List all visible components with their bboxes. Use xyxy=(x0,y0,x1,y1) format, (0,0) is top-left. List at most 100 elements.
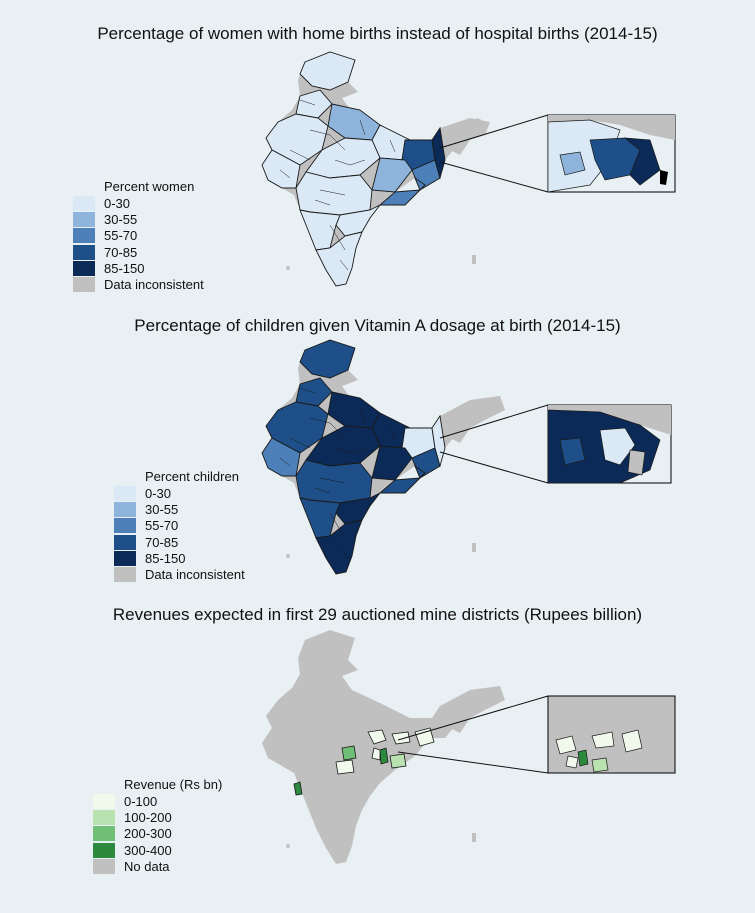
mine-district xyxy=(335,759,355,775)
mine-revenues-map xyxy=(262,630,676,864)
inset-callout-line xyxy=(439,404,549,439)
district-karnataka xyxy=(299,209,341,251)
legend-swatch xyxy=(114,501,136,517)
legend-item: 300-400 xyxy=(93,842,222,858)
panel-title: Percentage of women with home births ins… xyxy=(97,24,658,43)
legend-swatch xyxy=(114,550,136,566)
map-panel-mine-revenues: Revenues expected in first 29 auctioned … xyxy=(0,600,755,913)
legend-swatch xyxy=(93,842,115,858)
panel-title: Percentage of children given Vitamin A d… xyxy=(134,316,621,335)
legend-label: Data inconsistent xyxy=(145,567,245,583)
northeast-region xyxy=(440,686,505,733)
legend-label: 70-85 xyxy=(104,244,138,260)
legend-item: 0-30 xyxy=(73,195,204,211)
map-legend: Percent women 0-30 30-55 55-70 70-85 85-… xyxy=(73,179,204,293)
legend-swatch xyxy=(93,809,115,825)
map-panel-vitamin-a: Percentage of children given Vitamin A d… xyxy=(0,300,755,600)
district-karnataka xyxy=(299,497,341,539)
andaman-islands xyxy=(472,255,476,264)
district-jammu-kashmir xyxy=(299,51,356,91)
inset-callout-line xyxy=(439,161,549,193)
legend-swatch xyxy=(73,260,95,276)
legend-item: 70-85 xyxy=(114,534,245,550)
legend-item: 85-150 xyxy=(73,260,204,276)
legend-item: 0-30 xyxy=(114,485,245,501)
lakshadweep-islands xyxy=(286,844,290,848)
northeast-region xyxy=(440,396,505,443)
district-west-bengal xyxy=(431,126,446,180)
legend-label: 30-55 xyxy=(145,501,179,517)
lakshadweep-islands xyxy=(286,266,290,270)
inset-callout-line xyxy=(439,451,549,484)
district-maharashtra xyxy=(295,459,373,504)
northeast-region xyxy=(440,118,490,155)
mine-district xyxy=(391,731,411,745)
legend-label: 0-100 xyxy=(124,793,158,809)
district-maharashtra xyxy=(295,171,373,216)
legend-swatch xyxy=(73,195,95,211)
legend-item: 30-55 xyxy=(114,501,245,517)
mine-districts xyxy=(293,727,435,796)
legend-swatch xyxy=(114,485,136,501)
legend-swatch xyxy=(93,793,115,809)
district-punjab-haryana xyxy=(295,377,333,407)
district-chhattisgarh xyxy=(371,157,413,193)
district-west-bengal xyxy=(431,414,446,468)
legend-title: Percent women xyxy=(104,179,195,194)
legend-label: Data inconsistent xyxy=(104,277,204,293)
inset-zoom-map xyxy=(547,114,676,193)
legend-swatch xyxy=(114,567,136,583)
district-chhattisgarh xyxy=(371,445,413,481)
map-legend: Percent children 0-30 30-55 55-70 70-85 … xyxy=(114,469,245,583)
map-legend: Revenue (Rs bn) 0-100 100-200 200-300 30… xyxy=(93,777,222,874)
andaman-islands xyxy=(472,833,476,842)
legend-item: Data inconsistent xyxy=(114,566,245,583)
legend-label: 55-70 xyxy=(104,228,138,244)
legend-title: Revenue (Rs bn) xyxy=(124,777,223,792)
legend-label: 0-30 xyxy=(104,195,131,211)
legend-swatch xyxy=(93,826,115,842)
district-tamil-nadu-kerala xyxy=(315,519,363,575)
legend-swatch xyxy=(73,228,95,244)
legend-item: 30-55 xyxy=(73,211,204,227)
legend-label: 300-400 xyxy=(124,842,172,858)
legend-swatch xyxy=(73,277,95,293)
lakshadweep-islands xyxy=(286,554,290,558)
legend-label: 70-85 xyxy=(145,534,179,550)
district-boundaries xyxy=(279,99,396,271)
legend-swatch xyxy=(114,534,136,550)
home-births-map xyxy=(261,51,676,287)
vitamin-a-map xyxy=(261,339,672,575)
district-telangana-andhra xyxy=(335,204,381,237)
inset-zoom-map xyxy=(547,695,676,774)
legend-item: 100-200 xyxy=(93,809,222,825)
legend-title: Percent children xyxy=(145,469,239,484)
legend-swatch xyxy=(73,211,95,227)
legend-item: 70-85 xyxy=(73,244,204,260)
mine-district xyxy=(414,727,435,747)
legend-label: 0-30 xyxy=(145,485,172,501)
legend-label: No data xyxy=(124,858,170,874)
district-telangana-andhra xyxy=(335,492,381,525)
legend-label: 30-55 xyxy=(104,211,138,227)
india-base-shape xyxy=(262,630,490,864)
legend-label: 85-150 xyxy=(145,550,186,566)
legend-swatch xyxy=(73,244,95,260)
mine-district xyxy=(389,753,407,769)
legend-label: 200-300 xyxy=(124,826,172,842)
legend-label: 85-150 xyxy=(104,260,145,276)
mine-district xyxy=(371,747,381,761)
legend-item: No data xyxy=(93,858,222,874)
district-boundaries xyxy=(279,387,396,559)
legend-item: 0-100 xyxy=(93,793,222,809)
legend-swatch xyxy=(93,858,115,874)
inset-callout-line xyxy=(439,114,549,149)
inset-callout-line xyxy=(397,751,549,774)
legend-item: 55-70 xyxy=(73,228,204,244)
legend-item: 85-150 xyxy=(114,550,245,566)
inset-callout-line xyxy=(397,695,549,741)
legend-item: 200-300 xyxy=(93,826,222,842)
legend-label: 100-200 xyxy=(124,809,172,825)
map-panel-home-births: Percentage of women with home births ins… xyxy=(0,0,755,300)
legend-item: 55-70 xyxy=(114,518,245,534)
